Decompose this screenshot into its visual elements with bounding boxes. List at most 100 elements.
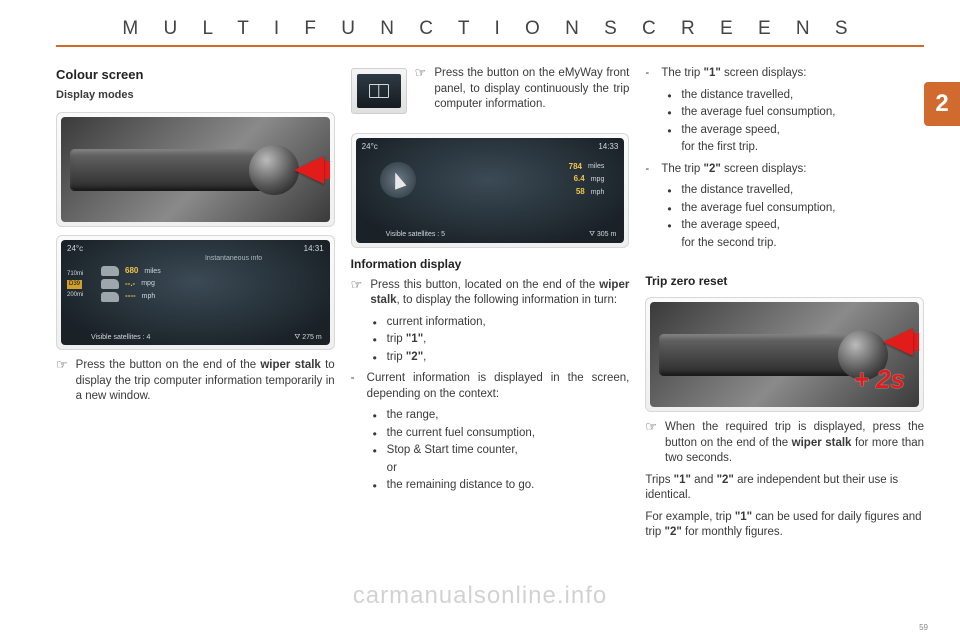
dash-icon: -	[645, 162, 653, 178]
wiper-stalk-bold: wiper stalk	[370, 279, 629, 307]
plus-2s-label: + 2s	[854, 362, 905, 397]
row1-val: 680	[125, 266, 138, 277]
instant-info-screen-figure: 24°c 14:31 Instantaneous info 680 miles -…	[56, 235, 335, 350]
bullet-trip2: trip "2",	[373, 350, 630, 366]
stalk-body	[659, 334, 874, 376]
screen-heading: Instantaneous info	[101, 254, 262, 263]
screen-time: 14:31	[304, 244, 324, 255]
pointing-hand-icon: ☞	[56, 358, 68, 405]
or-text: or	[387, 461, 630, 477]
trip-screen: 24°c 14:33 784 miles 6.4 mpg 58 mph Visible…	[356, 138, 625, 243]
pointing-hand-icon: ☞	[415, 66, 427, 113]
t2-b3: the average speed,	[667, 218, 924, 234]
car-icon	[101, 279, 119, 289]
t2-b1: the distance travelled,	[667, 183, 924, 199]
t1-b3: the average speed,	[667, 123, 924, 139]
bullet-current-info: current information,	[373, 315, 630, 331]
column-2: ☞ Press the button on the eMyWay front p…	[351, 66, 630, 541]
trip-screen-figure: 24°c 14:33 784 miles 6.4 mpg 58 mph Visible…	[351, 133, 630, 248]
screen2-temp: 24°c	[362, 142, 378, 153]
pointing-hand-icon: ☞	[645, 420, 657, 467]
bullet-stopstart: Stop & Start time counter,	[373, 443, 630, 459]
t2-b2: the average fuel consumption,	[667, 201, 924, 217]
row2-unit: mpg	[141, 279, 155, 288]
header-divider	[56, 45, 924, 47]
info-display-text: Press this button, located on the end of…	[370, 278, 629, 309]
instant-info-screen: 24°c 14:31 Instantaneous info 680 miles -…	[61, 240, 330, 345]
dash-icon: -	[351, 371, 359, 402]
trip2-bullets: the distance travelled, the average fuel…	[667, 183, 924, 234]
row3-unit: mph	[142, 292, 156, 301]
s2-row1-val: 784	[569, 162, 582, 173]
car-icon	[101, 292, 119, 302]
page-section-title: M U L T I F U N C T I O N S C R E E N S	[56, 18, 924, 40]
wiper-stalk-bold: wiper stalk	[792, 437, 852, 449]
dash-icon: -	[645, 66, 653, 82]
independent-note: Trips "1" and "2" are independent but th…	[645, 473, 924, 504]
s2-row2-val: 6.4	[574, 174, 585, 185]
row2-val: --.-	[125, 279, 135, 290]
wiper-stalk-figure-2: + 2s	[645, 297, 924, 412]
compass-icon	[380, 162, 416, 198]
trip1-bullets: the distance travelled, the average fuel…	[667, 88, 924, 139]
screen2-time: 14:33	[598, 142, 618, 153]
wiper-stalk-graphic-2: + 2s	[650, 302, 919, 407]
s2-row3-unit: mph	[591, 188, 605, 197]
trip1-line: The trip "1" screen displays:	[661, 66, 924, 82]
t2-b4: for the second trip.	[681, 236, 924, 252]
s2-row1-unit: miles	[588, 162, 604, 171]
stalk-body	[70, 149, 285, 191]
s2-row3-val: 58	[576, 187, 585, 198]
info-bullets-2: the range, the current fuel consumption,…	[373, 408, 630, 459]
left-dist1: 710mi	[67, 270, 83, 278]
emyway-instruction-text: Press the button on the eMyWay front pan…	[434, 66, 629, 113]
car-icon	[101, 266, 119, 276]
emyway-instruction-block: ☞ Press the button on the eMyWay front p…	[351, 66, 630, 119]
t1-b4: for the first trip.	[681, 140, 924, 156]
s2-row2-unit: mpg	[591, 175, 605, 184]
left-dist2: 200mi	[67, 291, 83, 299]
row3-val: ----	[125, 291, 136, 302]
watermark-text: carmanualsonline.info	[353, 582, 607, 610]
info-bullets-1: current information, trip "1", trip "2",	[373, 315, 630, 366]
screen2-footer-left: Visible satellites : 5	[386, 230, 445, 239]
left-badge: D39	[67, 280, 82, 288]
nav-compass	[380, 162, 416, 198]
trip2-line: The trip "2" screen displays:	[661, 162, 924, 178]
info-bullets-3: the remaining distance to go.	[373, 478, 630, 494]
bullet-fuel: the current fuel consumption,	[373, 426, 630, 442]
col1-instruction-text: Press the button on the end of the wiper…	[76, 358, 335, 405]
display-modes-subtitle: Display modes	[56, 88, 335, 103]
chapter-tab: 2	[924, 82, 960, 126]
t1-b1: the distance travelled,	[667, 88, 924, 104]
information-display-title: Information display	[351, 256, 630, 272]
bullet-trip1: trip "1",	[373, 332, 630, 348]
reset-note: When the required trip is displayed, pre…	[665, 420, 924, 467]
screen-temp: 24°c	[67, 244, 83, 255]
trip-zero-reset-title: Trip zero reset	[645, 273, 924, 289]
screen-footer-left: Visible satellites : 4	[91, 333, 150, 342]
context-note: Current information is displayed in the …	[367, 371, 630, 402]
row1-unit: miles	[144, 267, 160, 276]
pointing-hand-icon: ☞	[351, 278, 363, 309]
column-1: Colour screen Display modes 24°c 14:31 I…	[56, 66, 335, 541]
wiper-stalk-graphic	[61, 117, 330, 222]
emyway-button-inner	[357, 74, 401, 108]
column-3: - The trip "1" screen displays: the dist…	[645, 66, 924, 541]
wiper-stalk-bold: wiper stalk	[260, 359, 320, 371]
col1-instruction: ☞ Press the button on the end of the wip…	[56, 358, 335, 405]
wiper-stalk-figure-1	[56, 112, 335, 227]
red-arrow-icon	[883, 328, 913, 356]
stalk-tip	[249, 145, 299, 195]
page-number: 59	[919, 623, 928, 632]
colour-screen-title: Colour screen	[56, 66, 335, 84]
emyway-button-figure	[351, 68, 407, 114]
content-columns: Colour screen Display modes 24°c 14:31 I…	[56, 66, 924, 541]
book-icon	[369, 84, 389, 98]
red-arrow-icon	[294, 156, 324, 184]
t1-b2: the average fuel consumption,	[667, 105, 924, 121]
screen-footer-right: ⛛ 275 m	[294, 333, 321, 342]
manual-page: M U L T I F U N C T I O N S C R E E N S …	[0, 0, 960, 640]
bullet-range: the range,	[373, 408, 630, 424]
bullet-remaining: the remaining distance to go.	[373, 478, 630, 494]
